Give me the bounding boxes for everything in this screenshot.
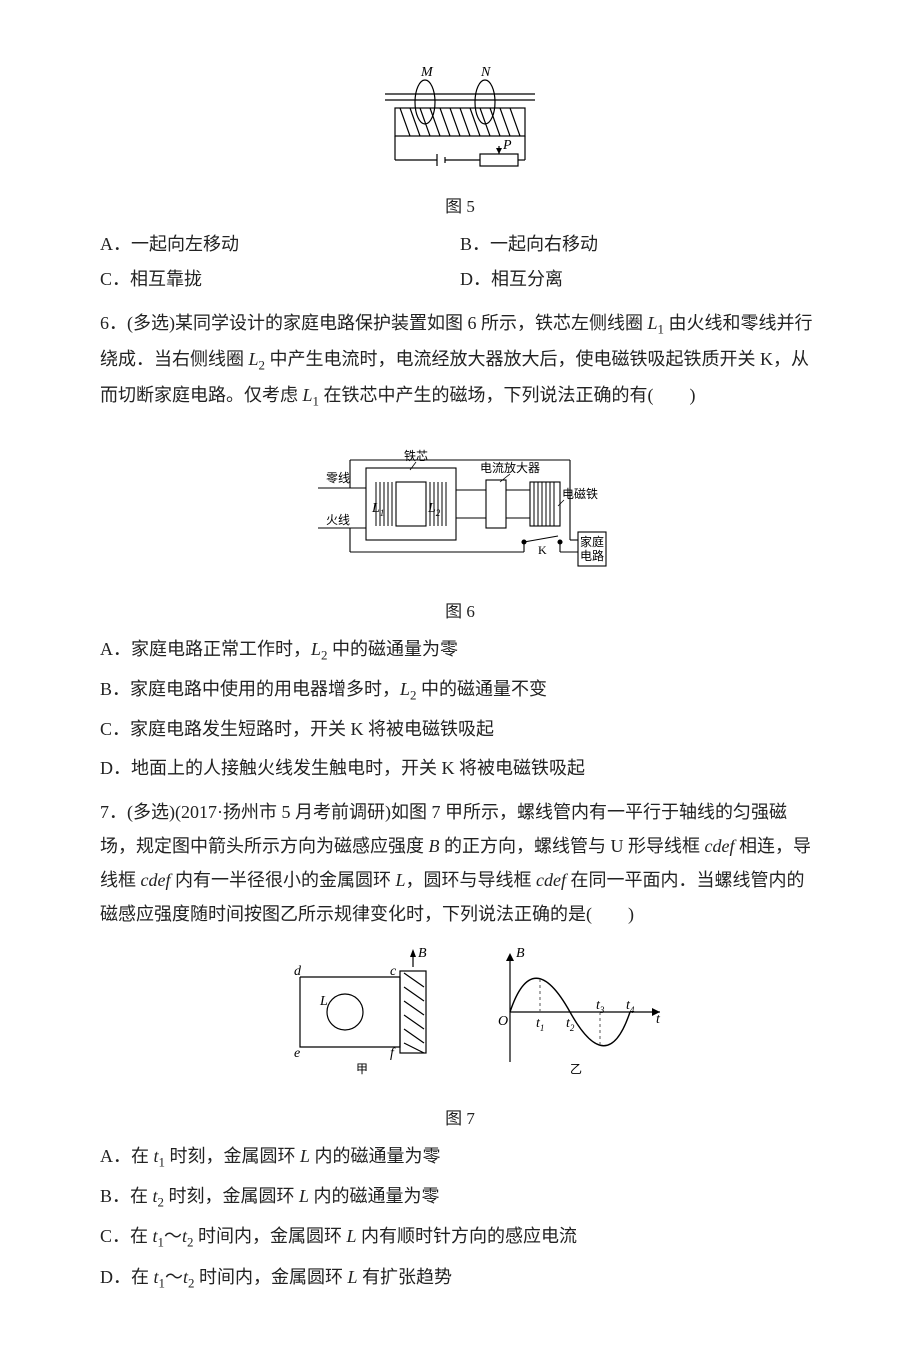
- q7-option-D: D．在 t1～t2 时间内，金属圆环 L 有扩张趋势: [100, 1260, 820, 1296]
- fig5-label-P: P: [502, 138, 512, 153]
- q7-A-b: 时刻，金属圆环: [165, 1146, 300, 1166]
- q7-cdef2: cdef: [141, 870, 171, 890]
- fig7-c: c: [390, 964, 397, 979]
- q6-option-C: C．家庭电路发生短路时，开关 K 将被电磁铁吸起: [100, 712, 820, 746]
- figure-6-caption: 图 6: [100, 596, 820, 628]
- fig7-left-label: 甲: [356, 1062, 368, 1076]
- q5-option-B: B．一起向右移动: [460, 227, 820, 261]
- q7-C-b: 时间内，金属圆环: [194, 1226, 347, 1246]
- fig7-O: O: [498, 1014, 508, 1029]
- q7-A-c: 内的磁通量为零: [310, 1146, 441, 1166]
- fig6-em: 电磁铁: [562, 486, 598, 501]
- fig7-d: d: [294, 964, 302, 979]
- q6-stem-a: 6．(多选)某同学设计的家庭电路保护装置如图 6 所示，铁芯左侧线圈: [100, 313, 648, 333]
- q7-cdef3: cdef: [536, 870, 566, 890]
- fig6-core: 铁芯: [404, 449, 428, 463]
- figure-5: M N P 图 5: [100, 56, 820, 223]
- q6-option-A: A．家庭电路正常工作时，L2 中的磁通量为零: [100, 632, 820, 668]
- q7-D-b: 时间内，金属圆环: [195, 1267, 348, 1287]
- q7-C-L: L: [347, 1226, 357, 1246]
- q6-B-L2: L: [400, 679, 410, 699]
- q7-stem: 7．(多选)(2017·扬州市 5 月考前调研)如图 7 甲所示，螺线管内有一平…: [100, 795, 820, 932]
- fig7-Bleft: B: [418, 946, 427, 961]
- q7-b: 的正方向，螺线管与 U 形导线框: [440, 836, 705, 856]
- fig7-e: e: [294, 1046, 300, 1061]
- fig7-f: f: [390, 1046, 396, 1061]
- q6-option-B: B．家庭电路中使用的用电器增多时，L2 中的磁通量不变: [100, 672, 820, 708]
- q7-L: L: [395, 870, 405, 890]
- q6-option-D: D．地面上的人接触火线发生触电时，开关 K 将被电磁铁吸起: [100, 751, 820, 785]
- q7-A-a: A．在: [100, 1146, 154, 1166]
- fig5-label-M: M: [420, 65, 434, 80]
- q7-D-a: D．在: [100, 1267, 154, 1287]
- fig6-live: 火线: [326, 513, 350, 527]
- q7-C-t1s: 1: [158, 1235, 164, 1250]
- q6-A-b: 中的磁通量为零: [328, 639, 459, 659]
- q7-D-L: L: [348, 1267, 358, 1287]
- q7-option-C: C．在 t1～t2 时间内，金属圆环 L 内有顺时针方向的感应电流: [100, 1219, 820, 1255]
- fig6-neutral: 零线: [326, 471, 350, 485]
- figure-5-svg: M N P: [365, 56, 555, 176]
- q7-d: 内有一半径很小的金属圆环: [170, 870, 395, 890]
- q6-L1: L: [648, 313, 658, 333]
- q6-stem: 6．(多选)某同学设计的家庭电路保护装置如图 6 所示，铁芯左侧线圈 L1 由火…: [100, 306, 820, 415]
- q7-B: B: [429, 836, 440, 856]
- q6-A-a: A．家庭电路正常工作时，: [100, 639, 311, 659]
- q6-A-L2: L: [311, 639, 321, 659]
- q7-B-a: B．在: [100, 1186, 153, 1206]
- fig6-home1: 家庭: [580, 534, 604, 549]
- q6-B-b: 中的磁通量不变: [417, 679, 548, 699]
- q7-e: ，圆环与导线框: [406, 870, 537, 890]
- q5-option-C: C．相互靠拢: [100, 262, 460, 296]
- fig7-t3: t3: [596, 998, 605, 1015]
- q6-L2: L: [249, 349, 259, 369]
- q5-option-A: A．一起向左移动: [100, 227, 460, 261]
- fig7-right-label: 乙: [570, 1062, 582, 1076]
- q7-C-c: 内有顺时针方向的感应电流: [357, 1226, 578, 1246]
- q6-L1b: L: [303, 385, 313, 405]
- figure-7-svg: d c e f L B 甲 B O t t1 t2 t3 t4: [250, 937, 670, 1087]
- q7-cdef1: cdef: [705, 836, 735, 856]
- q6-B-a: B．家庭电路中使用的用电器增多时，: [100, 679, 400, 699]
- fig6-K: K: [538, 543, 547, 557]
- q6-stem-d: 在铁芯中产生的磁场，下列说法正确的有( ): [319, 385, 696, 405]
- figure-7-caption: 图 7: [100, 1103, 820, 1135]
- fig6-amp: 电流放大器: [480, 460, 540, 475]
- q7-B-L: L: [299, 1186, 309, 1206]
- q5-option-D: D．相互分离: [460, 262, 820, 296]
- fig6-L1: L1: [371, 501, 384, 518]
- fig6-L2: L2: [427, 501, 441, 518]
- q7-B-c: 内的磁通量为零: [309, 1186, 440, 1206]
- figure-6-svg: 铁芯 零线 火线 电流放大器 电磁铁 K 家庭 电路 L1 L2: [310, 420, 610, 580]
- q7-C-a: C．在: [100, 1226, 153, 1246]
- fig6-home2: 电路: [580, 548, 604, 563]
- figure-7: d c e f L B 甲 B O t t1 t2 t3 t4: [100, 937, 820, 1134]
- fig7-t4: t4: [626, 998, 635, 1015]
- q5-options: A．一起向左移动 B．一起向右移动 C．相互靠拢 D．相互分离: [100, 227, 820, 295]
- fig5-label-N: N: [480, 65, 491, 80]
- q7-D-c: 有扩张趋势: [358, 1267, 453, 1287]
- figure-6: 铁芯 零线 火线 电流放大器 电磁铁 K 家庭 电路 L1 L2 图 6: [100, 420, 820, 627]
- figure-5-caption: 图 5: [100, 191, 820, 223]
- fig7-L: L: [319, 994, 328, 1009]
- q7-option-B: B．在 t2 时刻，金属圆环 L 内的磁通量为零: [100, 1179, 820, 1215]
- q7-A-L: L: [300, 1146, 310, 1166]
- fig7-taxis: t: [656, 1012, 661, 1027]
- q7-D-t1s: 1: [159, 1275, 165, 1290]
- fig7-t1: t1: [536, 1016, 544, 1033]
- q7-option-A: A．在 t1 时刻，金属圆环 L 内的磁通量为零: [100, 1139, 820, 1175]
- q7-B-b: 时刻，金属圆环: [164, 1186, 299, 1206]
- fig7-Bright: B: [516, 946, 525, 961]
